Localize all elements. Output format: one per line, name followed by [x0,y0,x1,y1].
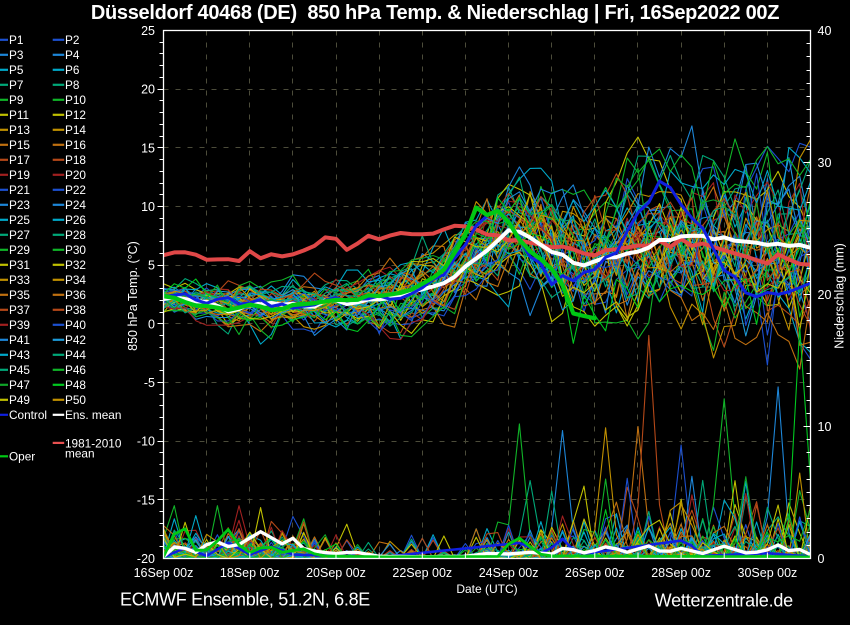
svg-text:P8: P8 [65,78,80,92]
svg-text:P1: P1 [9,33,23,47]
svg-text:P24: P24 [65,198,86,212]
svg-text:Wetterzentrale.de: Wetterzentrale.de [655,591,794,611]
svg-text:P16: P16 [65,138,86,152]
svg-text:P3: P3 [9,48,24,62]
svg-text:P33: P33 [9,273,30,287]
svg-text:P32: P32 [65,258,86,272]
svg-text:P47: P47 [9,378,30,392]
svg-text:P30: P30 [65,243,86,257]
svg-text:Düsseldorf 40468 (DE) 850 hPa: Düsseldorf 40468 (DE) 850 hPa Temp. & Ni… [91,2,779,24]
svg-text:P39: P39 [9,318,30,332]
svg-text:850 hPa Temp. (°C): 850 hPa Temp. (°C) [126,241,140,351]
svg-text:P27: P27 [9,228,30,242]
svg-text:P15: P15 [9,138,30,152]
svg-text:Control: Control [9,408,47,422]
svg-text:28Sep 00z: 28Sep 00z [651,566,711,580]
svg-text:P21: P21 [9,183,30,197]
svg-text:P23: P23 [9,198,30,212]
svg-text:20Sep 00z: 20Sep 00z [306,566,366,580]
svg-text:30: 30 [818,156,832,170]
svg-text:0: 0 [148,317,155,331]
svg-text:P29: P29 [9,243,30,257]
svg-text:P34: P34 [65,273,86,287]
svg-text:mean: mean [65,447,95,461]
svg-text:P44: P44 [65,348,86,362]
svg-text:P49: P49 [9,393,30,407]
svg-text:15: 15 [141,141,155,155]
svg-text:Ens. mean: Ens. mean [65,408,121,422]
svg-text:P25: P25 [9,213,30,227]
svg-text:P12: P12 [65,108,86,122]
svg-text:P18: P18 [65,153,86,167]
svg-text:Date (UTC): Date (UTC) [456,582,517,596]
svg-text:ECMWF Ensemble, 51.2N, 6.8E: ECMWF Ensemble, 51.2N, 6.8E [120,590,370,610]
svg-text:20: 20 [818,288,832,302]
svg-text:-10: -10 [137,435,155,449]
svg-text:P50: P50 [65,393,86,407]
svg-text:-20: -20 [137,552,155,566]
svg-text:24Sep 00z: 24Sep 00z [479,566,539,580]
svg-text:P28: P28 [65,228,86,242]
svg-text:P22: P22 [65,183,86,197]
svg-text:P14: P14 [65,123,86,137]
svg-text:P43: P43 [9,348,30,362]
svg-text:5: 5 [148,259,155,273]
svg-text:40: 40 [818,24,832,38]
svg-text:10: 10 [818,420,832,434]
svg-text:26Sep 00z: 26Sep 00z [565,566,625,580]
svg-text:25: 25 [141,24,155,38]
svg-text:P17: P17 [9,153,30,167]
svg-text:P7: P7 [9,78,23,92]
svg-text:P48: P48 [65,378,86,392]
svg-text:22Sep 00z: 22Sep 00z [392,566,452,580]
svg-text:10: 10 [141,200,155,214]
svg-text:P4: P4 [65,48,80,62]
svg-text:-15: -15 [137,493,155,507]
svg-text:Oper: Oper [9,449,35,463]
svg-text:P9: P9 [9,93,23,107]
svg-text:P41: P41 [9,333,30,347]
svg-text:P10: P10 [65,93,86,107]
svg-text:P40: P40 [65,318,86,332]
svg-text:P31: P31 [9,258,30,272]
svg-text:P20: P20 [65,168,86,182]
svg-text:P6: P6 [65,63,80,77]
svg-text:P2: P2 [65,33,79,47]
svg-text:P26: P26 [65,213,86,227]
svg-text:16Sep 00z: 16Sep 00z [134,566,194,580]
svg-text:P46: P46 [65,363,86,377]
svg-text:P35: P35 [9,288,30,302]
svg-text:20: 20 [141,83,155,97]
svg-text:P38: P38 [65,303,86,317]
svg-text:P42: P42 [65,333,86,347]
svg-text:P13: P13 [9,123,30,137]
svg-text:30Sep 00z: 30Sep 00z [738,566,798,580]
svg-text:P19: P19 [9,168,30,182]
svg-text:P37: P37 [9,303,30,317]
svg-text:Niederschlag (mm): Niederschlag (mm) [833,243,847,349]
svg-text:P5: P5 [9,63,24,77]
svg-text:18Sep 00z: 18Sep 00z [220,566,280,580]
svg-text:1981-2010: 1981-2010 [65,436,122,450]
svg-text:P11: P11 [9,108,29,122]
svg-text:0: 0 [818,552,825,566]
svg-text:-5: -5 [144,376,155,390]
svg-text:P36: P36 [65,288,86,302]
svg-text:P45: P45 [9,363,30,377]
